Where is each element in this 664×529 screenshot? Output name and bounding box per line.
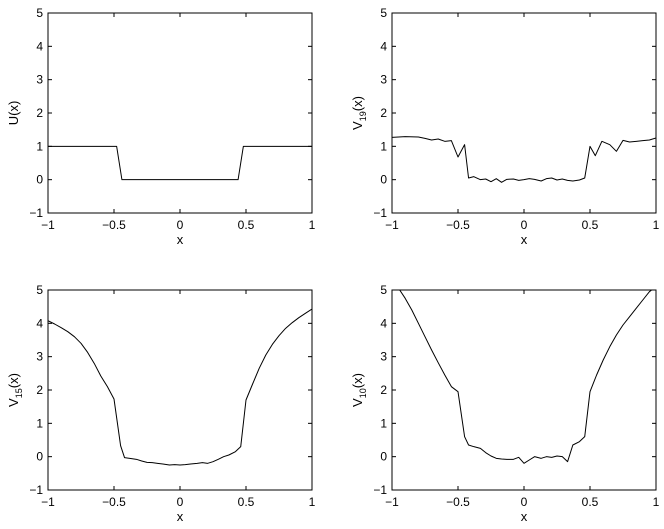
y-tick-label: 5 <box>36 6 43 20</box>
axes-box <box>391 12 657 214</box>
y-tick-label: 0 <box>380 450 387 464</box>
y-tick-label: 4 <box>380 39 387 53</box>
subplot-1: −1 −0.5 0 0.5 1 −1 0 1 2 3 4 5 x U(x) <box>6 6 316 247</box>
x-tick-label: 0.5 <box>582 218 599 232</box>
series-line <box>48 145 312 181</box>
y-tick-label: 5 <box>380 283 387 297</box>
y-tick-label: 3 <box>36 73 43 87</box>
y-axis-label-base: V <box>350 121 365 130</box>
x-tick-label: −1 <box>41 218 55 232</box>
axes-box <box>47 289 313 491</box>
y-axis-label: V19(x) <box>350 96 368 130</box>
x-tick-label: 0 <box>521 218 528 232</box>
y-tick-label: −1 <box>373 206 387 220</box>
subplot-3: −1 −0.5 0 0.5 1 −1 0 1 2 3 4 5 x V15(x) <box>6 283 316 524</box>
x-axis-label: x <box>521 232 528 247</box>
y-axis-label-subscript: 19 <box>358 111 368 121</box>
x-tick-label: 0 <box>177 218 184 232</box>
y-tick-label: 0 <box>36 450 43 464</box>
x-tick-label: −0.5 <box>102 218 126 232</box>
x-tick-label: 0 <box>521 495 528 509</box>
y-tick-label: −1 <box>29 483 43 497</box>
y-tick-label: 5 <box>36 283 43 297</box>
y-axis-label-base: V <box>350 398 365 407</box>
y-axis-label-suffix: (x) <box>350 96 365 111</box>
x-tick-label: −1 <box>385 218 399 232</box>
y-tick-label: −1 <box>29 206 43 220</box>
y-tick-label: 3 <box>36 350 43 364</box>
series-line <box>399 290 653 464</box>
x-tick-label: 1 <box>309 495 316 509</box>
y-tick-label: 4 <box>36 39 43 53</box>
x-tick-label: 1 <box>309 218 316 232</box>
x-tick-label: 1 <box>653 218 660 232</box>
y-tick-label: 1 <box>36 416 43 430</box>
series-line <box>392 136 656 183</box>
x-tick-label: −0.5 <box>102 495 126 509</box>
x-axis-label: x <box>521 509 528 524</box>
y-tick-label: 1 <box>380 139 387 153</box>
axes-box <box>47 12 313 214</box>
y-axis-label-suffix: (x) <box>350 373 365 388</box>
y-tick-label: 2 <box>36 106 43 120</box>
x-tick-label: 1 <box>653 495 660 509</box>
axes-box <box>391 289 657 491</box>
y-tick-label: 4 <box>380 316 387 330</box>
y-tick-label: 2 <box>36 383 43 397</box>
x-tick-label: −0.5 <box>446 218 470 232</box>
y-tick-label: 4 <box>36 316 43 330</box>
x-tick-label: −1 <box>385 495 399 509</box>
y-tick-label: 0 <box>380 173 387 187</box>
y-axis-label-base: U <box>6 116 21 125</box>
x-axis-label: x <box>177 232 184 247</box>
y-axis-label-suffix: (x) <box>6 101 21 116</box>
x-tick-label: −0.5 <box>446 495 470 509</box>
x-tick-label: 0.5 <box>238 495 255 509</box>
y-axis-label-subscript: 15 <box>14 388 24 398</box>
y-axis-label: V10(x) <box>350 373 368 407</box>
y-tick-label: 2 <box>380 106 387 120</box>
y-tick-label: 2 <box>380 383 387 397</box>
x-tick-label: −1 <box>41 495 55 509</box>
series-line <box>48 308 312 466</box>
y-axis-label: V15(x) <box>6 373 24 407</box>
x-tick-label: 0.5 <box>238 218 255 232</box>
y-tick-label: −1 <box>373 483 387 497</box>
y-tick-label: 1 <box>380 416 387 430</box>
subplot-2: −1 −0.5 0 0.5 1 −1 0 1 2 3 4 5 x V19(x) <box>350 6 660 247</box>
subplot-4: −1 −0.5 0 0.5 1 −1 0 1 2 3 4 5 x V10(x) <box>350 283 660 524</box>
y-tick-label: 0 <box>36 173 43 187</box>
x-axis-label: x <box>177 509 184 524</box>
y-axis-label-base: V <box>6 398 21 407</box>
x-tick-label: 0 <box>177 495 184 509</box>
y-tick-label: 1 <box>36 139 43 153</box>
x-tick-label: 0.5 <box>582 495 599 509</box>
y-tick-label: 3 <box>380 73 387 87</box>
y-axis-label: U(x) <box>6 101 21 126</box>
y-tick-label: 5 <box>380 6 387 20</box>
y-tick-label: 3 <box>380 350 387 364</box>
y-axis-label-subscript: 10 <box>358 388 368 398</box>
y-axis-label-suffix: (x) <box>6 373 21 388</box>
